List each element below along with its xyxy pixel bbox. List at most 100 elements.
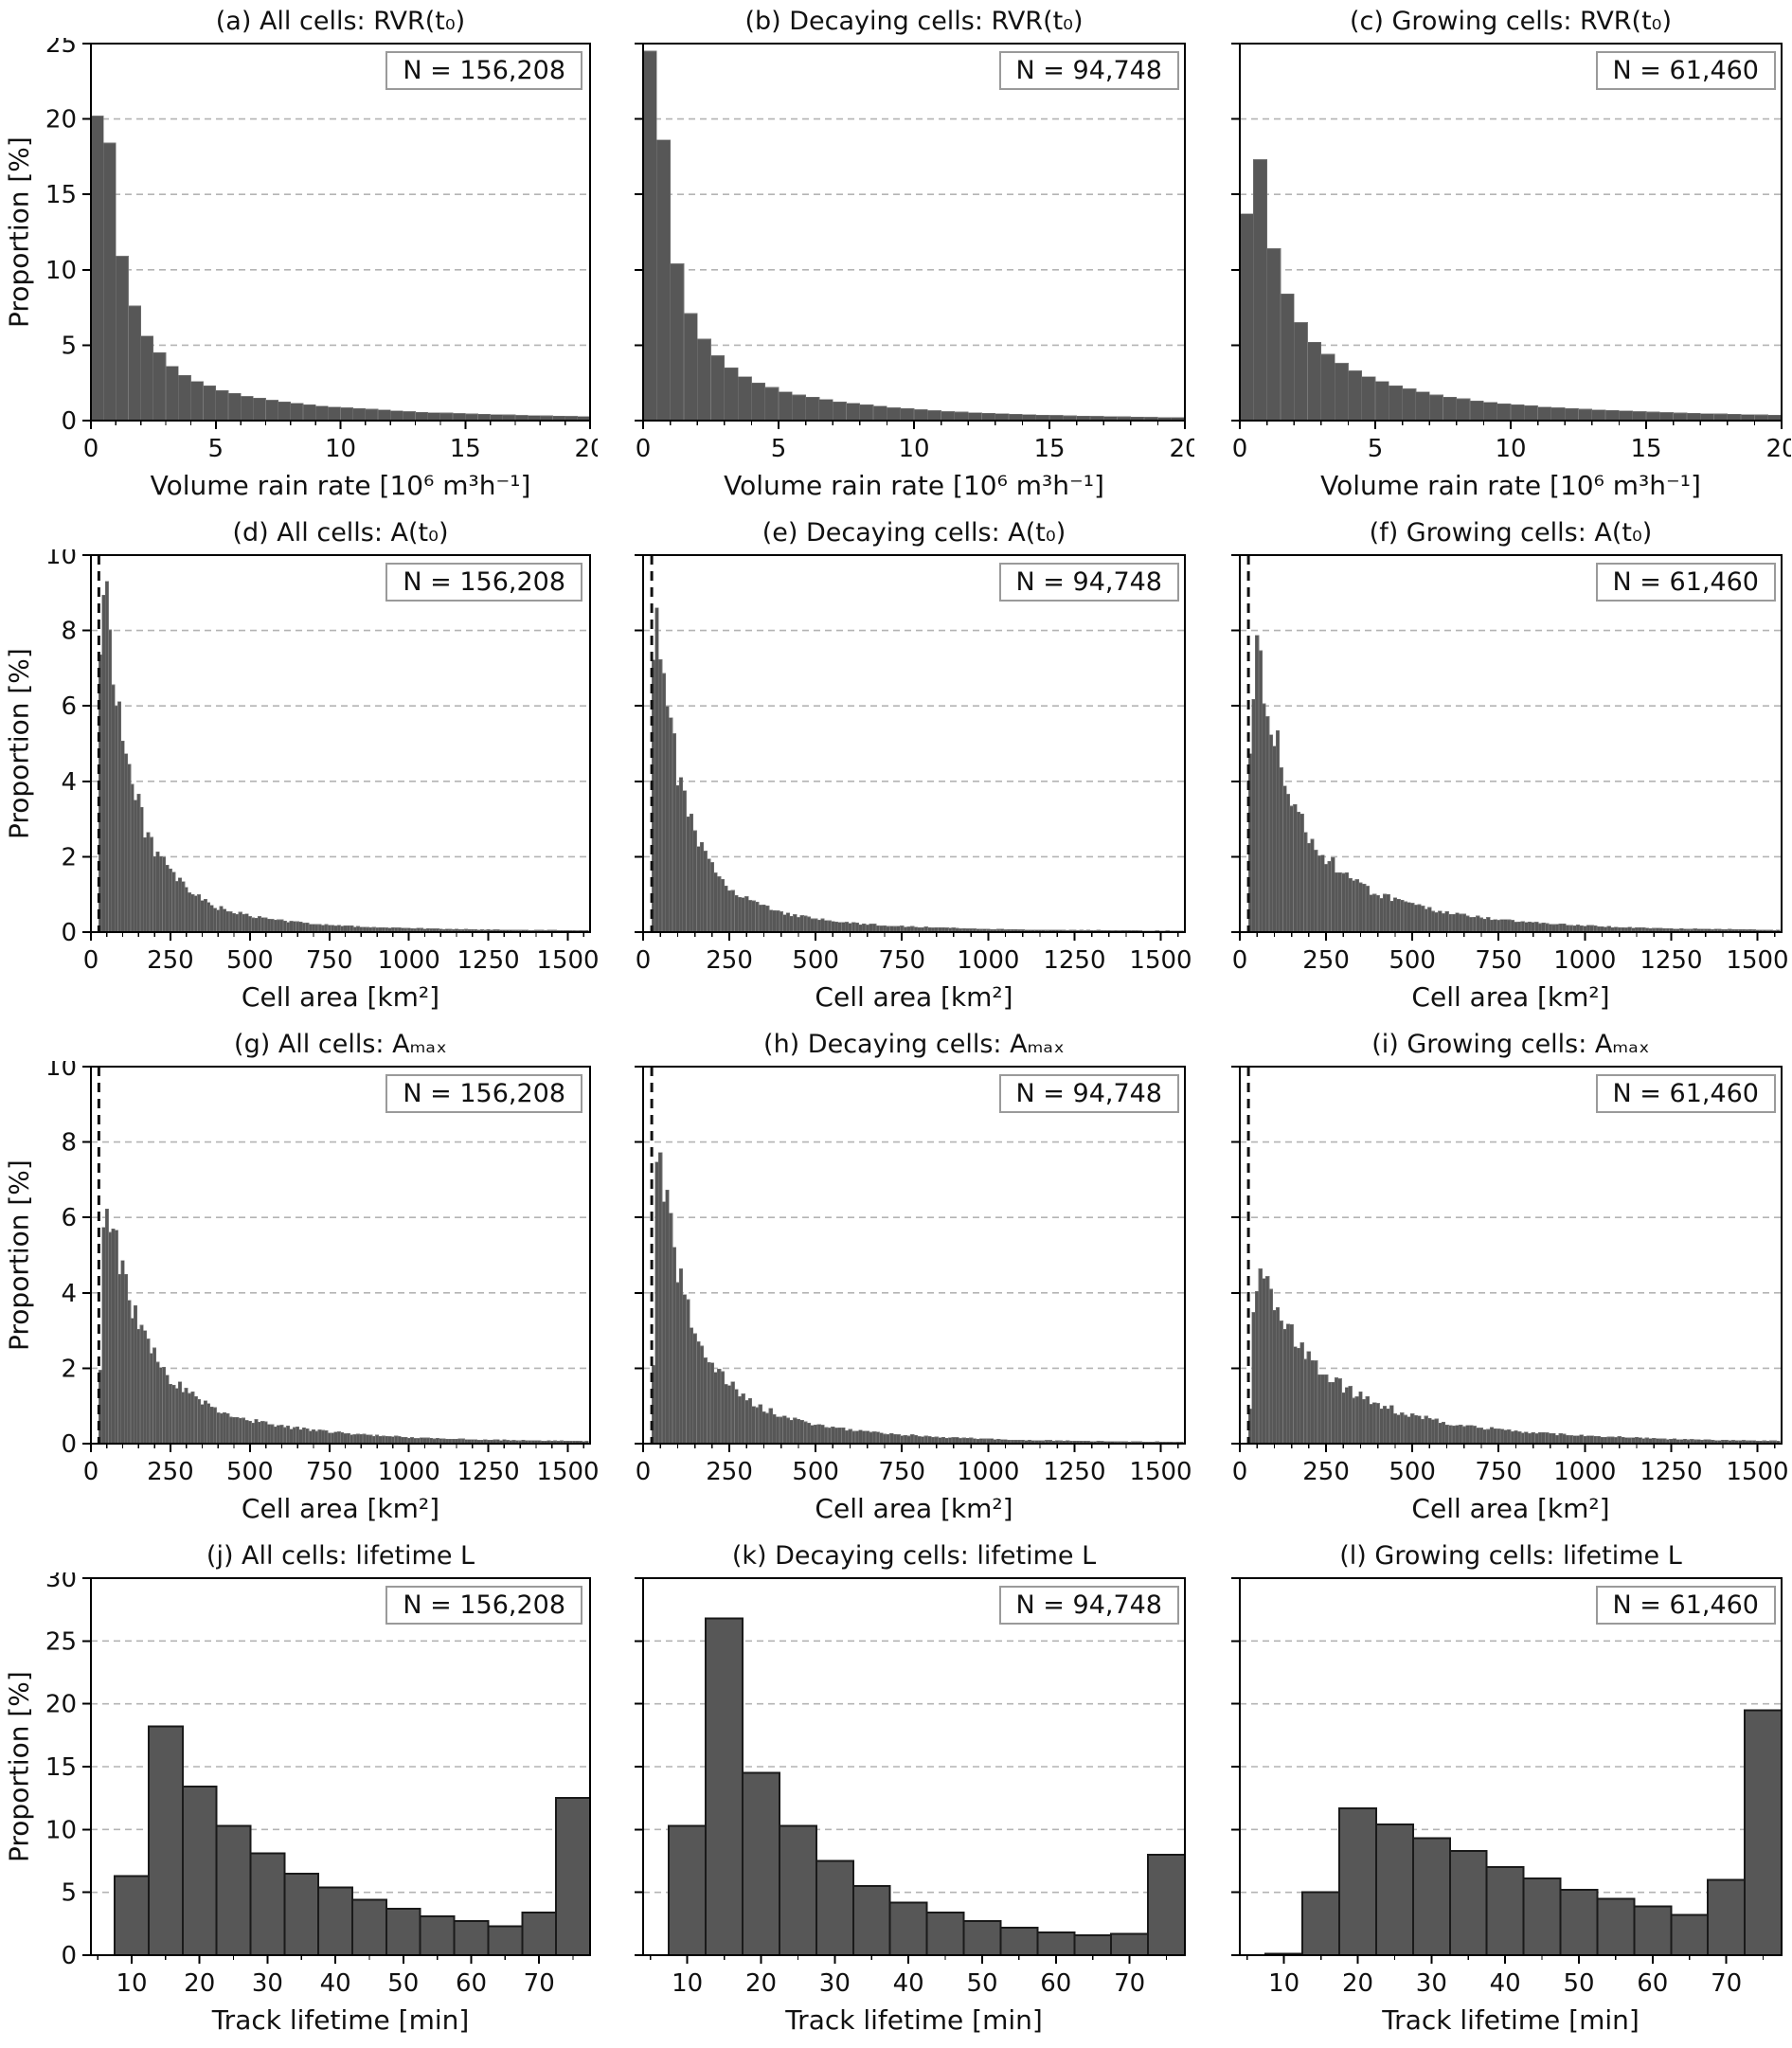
histogram-plot: 0 250 500 750 1000 1250 1500: [1231, 553, 1789, 975]
y-axis-label: Proportion [%]: [3, 136, 35, 328]
svg-text:60: 60: [1040, 1969, 1071, 1998]
panel-title: (k) Decaying cells: lifetime L: [731, 1541, 1097, 1571]
panel-h: (h) Decaying cells: Aₘₐₓ 0 250 500 750 1000 1…: [598, 1023, 1194, 1535]
svg-text:30: 30: [819, 1969, 851, 1998]
svg-text:15: 15: [45, 1753, 77, 1782]
panel-title: (d) All cells: A(t₀): [232, 518, 449, 548]
histogram-plot: 0 5 10 15 20: [635, 42, 1194, 463]
svg-text:6: 6: [61, 1204, 77, 1232]
sample-count-badge: N = 94,748: [998, 51, 1179, 90]
svg-text:70: 70: [1114, 1969, 1145, 1998]
panel-j: (j) All cells: lifetime L Proportion [%]…: [1, 1535, 598, 2046]
svg-text:500: 500: [226, 946, 274, 975]
svg-text:2: 2: [61, 843, 77, 871]
svg-text:40: 40: [1490, 1969, 1521, 1998]
x-axis-label: Cell area [km²]: [815, 981, 1013, 1013]
x-axis-label: Cell area [km²]: [241, 1493, 440, 1524]
svg-text:0: 0: [61, 407, 77, 436]
y-axis-label: Proportion [%]: [3, 648, 35, 839]
svg-text:5: 5: [61, 332, 77, 360]
svg-text:50: 50: [966, 1969, 997, 1998]
svg-text:70: 70: [524, 1969, 555, 1998]
svg-text:250: 250: [147, 946, 194, 975]
x-axis-label: Cell area [km²]: [241, 981, 440, 1013]
histogram-plot: 0 5 10 15 20 0 5 10 15 20 25: [45, 38, 598, 463]
panel-c: (c) Growing cells: RVR(t₀) 0 5 10 15 20 N = …: [1194, 0, 1791, 512]
x-axis-label: Cell area [km²]: [1411, 1493, 1610, 1524]
x-axis-label: Track lifetime [min]: [785, 2004, 1043, 2036]
histogram-plot: 0 250 500 750 1000 1250 1500 0 2 4 6 8 10: [45, 549, 598, 975]
svg-text:8: 8: [61, 1129, 77, 1158]
svg-text:2: 2: [61, 1355, 77, 1383]
svg-text:1000: 1000: [957, 1458, 1019, 1486]
svg-text:15: 15: [1033, 435, 1065, 463]
svg-text:5: 5: [771, 435, 787, 463]
svg-text:20: 20: [45, 1691, 77, 1719]
x-axis-label: Track lifetime [min]: [1382, 2004, 1640, 2036]
svg-text:15: 15: [1630, 435, 1661, 463]
svg-text:0: 0: [61, 919, 77, 947]
svg-text:25: 25: [45, 38, 77, 59]
svg-text:10: 10: [45, 549, 77, 570]
histogram-plot: 0 250 500 750 1000 1250 1500: [635, 553, 1192, 975]
svg-text:1250: 1250: [1043, 946, 1105, 975]
svg-text:60: 60: [1637, 1969, 1668, 1998]
svg-text:1000: 1000: [957, 946, 1019, 975]
svg-text:1000: 1000: [378, 1458, 440, 1486]
svg-text:500: 500: [792, 1458, 839, 1486]
sample-count-badge: N = 156,208: [385, 1074, 582, 1113]
svg-text:70: 70: [1711, 1969, 1742, 1998]
svg-text:0: 0: [83, 1458, 99, 1486]
svg-text:40: 40: [320, 1969, 351, 1998]
panel-l: (l) Growing cells: lifetime L 10 20 30 40 50…: [1194, 1535, 1791, 2046]
sample-count-badge: N = 94,748: [998, 1586, 1179, 1625]
svg-text:1250: 1250: [1640, 1458, 1702, 1486]
sample-count-badge: N = 94,748: [998, 1074, 1179, 1113]
sample-count-badge: N = 61,460: [1595, 1586, 1776, 1625]
x-axis-label: Cell area [km²]: [815, 1493, 1013, 1524]
svg-text:750: 750: [878, 946, 925, 975]
sample-count-badge: N = 156,208: [385, 51, 582, 90]
svg-text:10: 10: [672, 1969, 703, 1998]
histogram-plot: 0 250 500 750 1000 1250 1500: [635, 1065, 1192, 1486]
panel-title: (f) Growing cells: A(t₀): [1369, 518, 1653, 548]
histogram-plot: 0 5 10 15 20: [1231, 42, 1791, 463]
svg-text:1500: 1500: [1129, 1458, 1192, 1486]
panel-title: (g) All cells: Aₘₐₓ: [234, 1030, 447, 1059]
panel-d: (d) All cells: A(t₀) Proportion [%] 0 250…: [1, 512, 599, 1023]
svg-text:250: 250: [706, 946, 753, 975]
y-axis-label: Proportion [%]: [3, 1671, 35, 1862]
svg-text:0: 0: [61, 1942, 77, 1970]
svg-text:1250: 1250: [457, 1458, 520, 1486]
svg-text:250: 250: [147, 1458, 194, 1486]
svg-text:10: 10: [45, 1816, 77, 1844]
sample-count-badge: N = 61,460: [1595, 51, 1776, 90]
svg-text:5: 5: [207, 435, 224, 463]
panel-k: (k) Decaying cells: lifetime L 10 20 30 40 5…: [598, 1535, 1194, 2046]
panel-e: (e) Decaying cells: A(t₀) 0 250 500 750 1000…: [598, 512, 1194, 1023]
histogram-plot: 0 250 500 750 1000 1250 1500 0 2 4 6 8 10: [45, 1061, 598, 1486]
svg-text:20: 20: [745, 1969, 777, 1998]
svg-text:30: 30: [45, 1572, 77, 1593]
svg-text:1500: 1500: [1726, 946, 1788, 975]
svg-text:750: 750: [1475, 946, 1522, 975]
svg-text:20: 20: [1169, 435, 1194, 463]
sample-count-badge: N = 61,460: [1595, 563, 1776, 602]
svg-text:500: 500: [1389, 1458, 1436, 1486]
svg-text:1000: 1000: [1553, 1458, 1616, 1486]
svg-text:50: 50: [387, 1969, 419, 1998]
svg-text:25: 25: [45, 1627, 77, 1656]
svg-text:20: 20: [574, 435, 598, 463]
panel-title: (h) Decaying cells: Aₘₐₓ: [763, 1030, 1065, 1059]
y-axis-label: Proportion [%]: [3, 1159, 35, 1351]
svg-text:40: 40: [893, 1969, 924, 1998]
svg-text:10: 10: [1495, 435, 1526, 463]
svg-text:15: 15: [45, 181, 77, 209]
svg-text:1000: 1000: [378, 946, 440, 975]
svg-text:5: 5: [61, 1879, 77, 1908]
panel-title: (j) All cells: lifetime L: [206, 1541, 475, 1571]
svg-text:0: 0: [83, 946, 99, 975]
svg-text:250: 250: [1302, 1458, 1350, 1486]
x-axis-label: Volume rain rate [10⁶ m³h⁻¹]: [1320, 470, 1701, 501]
histogram-plot: 0 250 500 750 1000 1250 1500: [1231, 1065, 1789, 1486]
